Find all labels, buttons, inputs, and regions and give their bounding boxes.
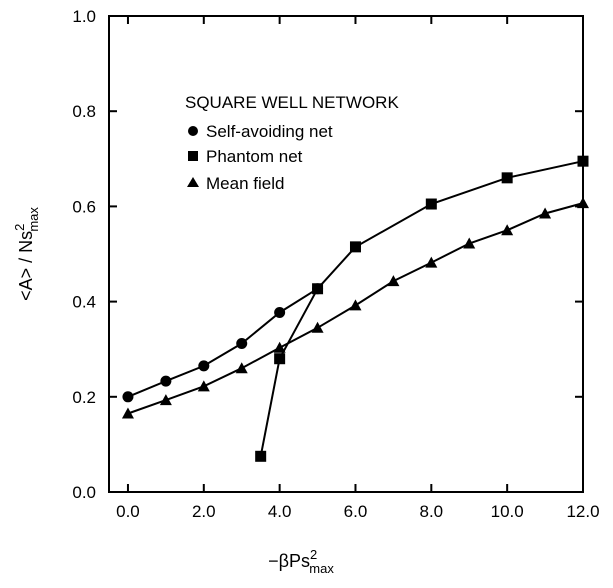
point-mean-field — [311, 321, 324, 333]
series-line-1 — [259, 160, 584, 457]
y-tick-label: 0.0 — [72, 483, 96, 502]
point-mean-field — [121, 407, 134, 419]
legend-title: SQUARE WELL NETWORK — [185, 93, 399, 112]
point-phantom — [577, 155, 589, 167]
point-phantom — [501, 172, 513, 184]
plot-frame — [108, 15, 584, 493]
y-axis-title-sup: 2 — [12, 224, 27, 231]
legend-label-phantom: Phantom net — [206, 147, 303, 166]
y-tick-label: 0.6 — [72, 197, 96, 216]
point-self-avoiding — [122, 391, 134, 403]
point-self-avoiding — [160, 375, 172, 387]
point-phantom — [255, 450, 267, 462]
point-self-avoiding — [274, 307, 286, 319]
point-mean-field — [387, 275, 400, 287]
tick-marks — [109, 15, 584, 493]
y-tick-label: 0.8 — [72, 102, 96, 121]
x-tick-label: 8.0 — [419, 502, 443, 521]
y-tick-label: 0.4 — [72, 293, 96, 312]
x-axis-title: −βPs2 max — [268, 547, 334, 576]
point-phantom — [274, 353, 286, 365]
point-mean-field — [501, 224, 514, 236]
legend-marker-square — [188, 151, 198, 161]
point-phantom — [349, 241, 361, 253]
legend-marker-circle — [188, 126, 198, 136]
point-mean-field — [273, 341, 286, 353]
point-mean-field — [349, 299, 362, 311]
point-mean-field — [463, 237, 476, 249]
point-phantom — [312, 283, 324, 295]
x-tick-label: 10.0 — [491, 502, 524, 521]
x-axis-title-sup: 2 — [310, 547, 317, 562]
point-mean-field — [197, 380, 210, 392]
legend-marker-triangle — [187, 177, 199, 187]
x-tick-label: 6.0 — [344, 502, 368, 521]
x-tick-labels: 0.0 2.0 4.0 6.0 8.0 10.0 12.0 — [116, 502, 599, 521]
y-tick-labels: 0.0 0.2 0.4 0.6 0.8 1.0 — [72, 7, 96, 502]
y-axis-title-sub: max — [26, 207, 41, 232]
series-markers — [121, 155, 589, 462]
y-tick-label: 1.0 — [72, 7, 96, 26]
x-tick-label: 12.0 — [566, 502, 599, 521]
point-mean-field — [159, 394, 172, 406]
point-mean-field — [577, 197, 589, 209]
point-phantom — [425, 198, 437, 210]
point-self-avoiding — [198, 360, 210, 372]
x-tick-label: 0.0 — [116, 502, 140, 521]
legend-label-self-avoiding: Self-avoiding net — [206, 122, 333, 141]
point-mean-field — [425, 256, 438, 268]
point-self-avoiding — [236, 337, 248, 349]
series-line-0 — [127, 287, 319, 398]
x-axis-title-sub: max — [309, 561, 334, 576]
point-mean-field — [539, 207, 552, 219]
legend-label-mean-field: Mean field — [206, 174, 284, 193]
x-tick-label: 2.0 — [192, 502, 216, 521]
x-tick-label: 4.0 — [268, 502, 292, 521]
legend: SQUARE WELL NETWORK Self-avoiding net Ph… — [185, 93, 399, 193]
y-tick-label: 0.2 — [72, 388, 96, 407]
point-mean-field — [235, 362, 248, 374]
y-axis-title: <A> / Ns2max — [12, 207, 41, 301]
